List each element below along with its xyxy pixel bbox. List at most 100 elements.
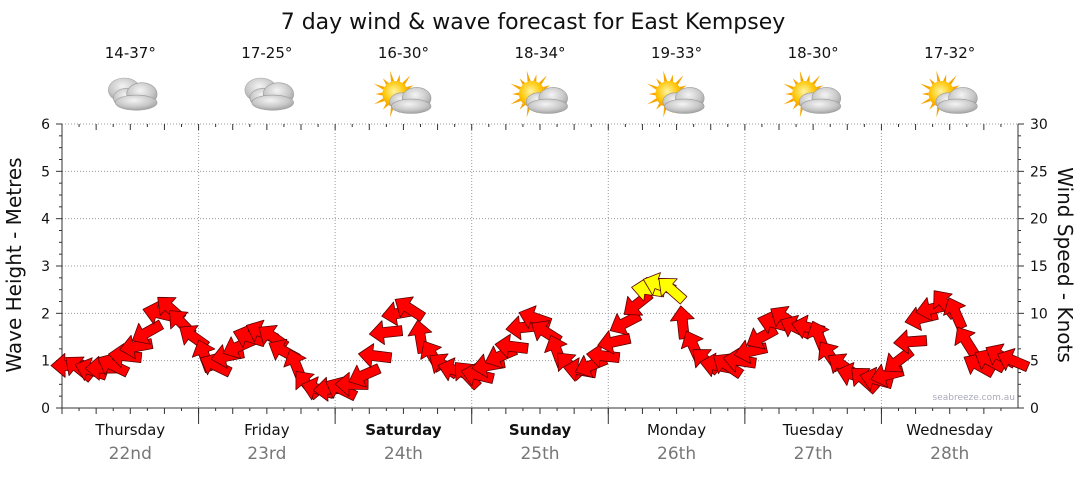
wind-arrow-shape: [460, 362, 495, 387]
day-date-label: 26th: [657, 444, 696, 464]
right-axis-title: Wind Speed - Knots: [1053, 167, 1077, 363]
partly-cloudy-icon: [920, 70, 978, 118]
sun-ray: [382, 78, 389, 85]
cloud-puff: [391, 98, 432, 114]
wind-arrow-shape: [199, 352, 233, 378]
wind-arrow: [722, 347, 757, 373]
sun-ray: [648, 92, 656, 96]
wind-arrow-shape: [954, 326, 980, 359]
sun-ray: [646, 98, 658, 105]
wind-arrow: [954, 326, 980, 359]
axes: 0 1 2 3 4 5 6 0 5 10 15 20 25 30 14-37° Thursday 22nd 17-…: [41, 44, 1048, 464]
day-name-label: Monday: [647, 421, 706, 439]
left-tick-label: 6: [41, 117, 50, 133]
sun-ray: [799, 70, 804, 82]
wind-arrow: [131, 319, 165, 345]
sun-ray: [806, 74, 810, 82]
sun-ray: [811, 75, 821, 85]
wind-arrow: [97, 352, 131, 378]
day-date-label: 24th: [384, 444, 423, 464]
wind-arrow: [586, 343, 621, 368]
wind-arrows: [50, 272, 1031, 402]
watermark: seabreeze.com.au: [933, 393, 1015, 403]
wind-arrow: [997, 348, 1031, 372]
cloud-puff: [114, 94, 158, 111]
sun-ray: [921, 92, 929, 96]
sun-ray: [669, 74, 674, 82]
wind-arrow: [494, 333, 529, 359]
sun-ray: [785, 92, 793, 96]
sun-ray: [679, 85, 687, 90]
right-tick-label: 5: [1030, 354, 1039, 370]
day-date-label: 23rd: [247, 444, 286, 464]
day-date-label: 22nd: [109, 444, 152, 464]
wind-arrow: [358, 343, 393, 368]
sun-ray: [943, 74, 947, 82]
day-temperature: 16-30°: [378, 44, 429, 62]
day-name-label: Friday: [244, 421, 290, 439]
sun-ray: [390, 70, 395, 82]
cloud-puff: [527, 98, 568, 114]
day-name-label: Saturday: [365, 421, 442, 439]
wind-arrow: [713, 353, 745, 379]
partly-cloudy-icon: [646, 70, 705, 118]
sun-ray: [512, 92, 520, 96]
day-name-label: Wednesday: [906, 421, 993, 439]
partly-cloudy-icon: [510, 70, 568, 118]
right-tick-label: 25: [1030, 164, 1048, 180]
sun-ray: [952, 85, 960, 90]
sun-ray: [382, 103, 389, 110]
sun-ray: [542, 85, 551, 90]
wind-arrow-shape: [658, 278, 688, 305]
sun-ray: [510, 83, 522, 90]
wind-arrow-shape: [348, 363, 382, 388]
sun-ray: [792, 78, 799, 85]
day-temperature: 17-25°: [241, 44, 292, 62]
wind-arrow-shape: [997, 348, 1031, 372]
wind-arrow-shape: [131, 319, 165, 345]
sun-ray: [538, 75, 547, 85]
partly-cloudy-icon: [783, 70, 842, 118]
sun-ray: [373, 98, 385, 105]
day-name-label: Tuesday: [782, 421, 844, 439]
sun-ray: [396, 74, 400, 82]
day-temperature: 18-34°: [514, 44, 565, 62]
sun-ray: [783, 83, 795, 90]
sun-ray: [646, 83, 658, 90]
sun-ray: [406, 85, 414, 90]
partly-cloudy-icon: [373, 70, 432, 118]
sun-ray: [792, 103, 799, 110]
sun-ray: [920, 98, 931, 105]
sun-ray: [373, 83, 385, 90]
wind-arrow-shape: [722, 347, 757, 373]
weather-icons: [107, 70, 978, 118]
cloud-puff: [251, 94, 294, 111]
sun-ray: [929, 78, 935, 85]
right-tick-label: 20: [1030, 212, 1048, 228]
sun-ray: [948, 75, 957, 85]
sun-ray: [519, 103, 526, 110]
wind-arrow: [943, 297, 968, 331]
wind-arrow-shape: [108, 343, 143, 368]
sun-ray: [402, 75, 411, 85]
sun-ray: [656, 103, 662, 110]
cloud-puff: [937, 98, 978, 114]
sun-ray: [375, 92, 383, 96]
wind-arrow-shape: [893, 329, 928, 355]
left-tick-label: 3: [41, 259, 50, 275]
day-temperature: 18-30°: [788, 44, 839, 62]
wind-arrow-shape: [713, 353, 745, 379]
day-name-label: Sunday: [509, 421, 572, 439]
wind-arrow: [394, 296, 426, 322]
sun-ray: [929, 103, 935, 110]
left-tick-label: 2: [41, 306, 50, 322]
wind-arrow-shape: [943, 297, 968, 331]
sun-ray: [526, 70, 531, 82]
cloud-puff: [664, 98, 705, 114]
day-temperature: 19-33°: [651, 44, 702, 62]
wind-arrow: [199, 352, 233, 378]
day-name-label: Thursday: [94, 421, 165, 439]
sun-ray: [533, 74, 537, 82]
